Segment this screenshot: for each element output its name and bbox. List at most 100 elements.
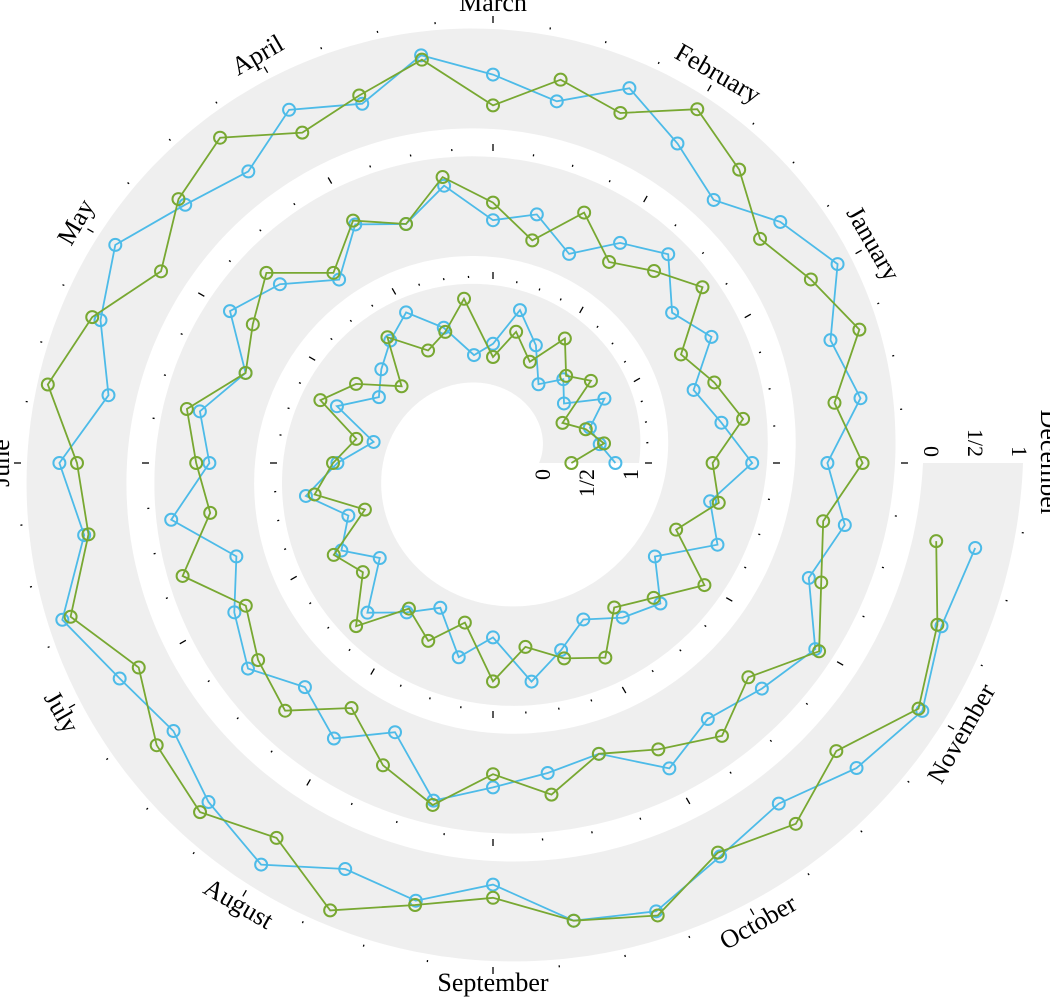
- month-tick: [639, 817, 642, 820]
- data-point: [326, 265, 341, 280]
- month-tick: [442, 278, 445, 281]
- month-tick: [409, 154, 412, 157]
- data-point: [705, 456, 720, 470]
- data-point: [154, 264, 169, 279]
- data-point: [608, 456, 623, 470]
- data-point: [566, 913, 581, 928]
- data-point: [112, 671, 127, 686]
- month-tick: [348, 648, 351, 652]
- month-tick: [596, 325, 599, 328]
- month-tick: [688, 935, 691, 939]
- data-point: [801, 570, 816, 585]
- data-point: [388, 725, 403, 740]
- data-point: [559, 368, 574, 383]
- month-tick: [980, 664, 983, 667]
- month-tick: [792, 161, 795, 164]
- data-point: [591, 746, 606, 761]
- month-label: September: [437, 968, 549, 997]
- data-point: [597, 391, 612, 406]
- data-point: [241, 164, 256, 179]
- radial-tick-label: 1/2: [574, 469, 599, 497]
- month-tick: [855, 249, 862, 255]
- data-point: [486, 67, 500, 82]
- data-point: [352, 88, 367, 103]
- data-point: [466, 348, 481, 363]
- data-point: [245, 317, 260, 332]
- month-tick: [47, 646, 50, 649]
- data-point: [349, 619, 364, 634]
- data-point: [929, 534, 944, 549]
- radial-tick-label: 0: [530, 469, 555, 480]
- data-point: [451, 650, 466, 665]
- data-point: [372, 551, 387, 566]
- data-point: [297, 680, 312, 695]
- data-point: [433, 600, 448, 615]
- month-tick: [320, 47, 323, 50]
- month-tick: [611, 342, 614, 345]
- data-point: [486, 890, 500, 905]
- month-tick: [623, 360, 627, 363]
- data-point: [827, 395, 842, 410]
- data-point: [486, 877, 500, 892]
- month-tick: [350, 802, 353, 806]
- month-tick: [163, 374, 167, 376]
- data-point: [329, 399, 344, 414]
- month-tick: [395, 820, 398, 824]
- data-point: [562, 246, 577, 261]
- data-point: [380, 330, 395, 345]
- data-point: [486, 630, 500, 645]
- data-point: [578, 422, 593, 437]
- month-tick: [40, 341, 43, 343]
- month-tick: [590, 699, 593, 702]
- data-point: [394, 379, 409, 394]
- data-point: [222, 304, 237, 319]
- data-point: [108, 237, 123, 252]
- data-point: [349, 376, 364, 391]
- month-tick: [287, 407, 290, 410]
- data-point: [355, 565, 370, 580]
- data-point: [326, 456, 340, 470]
- month-tick: [298, 382, 302, 385]
- data-point: [665, 305, 680, 320]
- data-point: [251, 653, 266, 668]
- month-tick: [571, 164, 574, 167]
- data-point: [544, 787, 559, 802]
- month-tick: [643, 195, 648, 203]
- data-point: [714, 728, 729, 743]
- data-point: [171, 192, 186, 207]
- data-point: [773, 214, 788, 229]
- month-tick: [768, 388, 771, 390]
- data-point: [607, 600, 622, 615]
- data-point: [647, 264, 662, 279]
- data-point: [229, 549, 244, 564]
- data-point: [486, 780, 500, 795]
- data-point: [529, 207, 544, 222]
- data-point: [313, 393, 328, 408]
- data-point: [486, 674, 500, 689]
- data-point: [341, 508, 356, 523]
- month-tick: [685, 797, 691, 805]
- data-point: [662, 761, 677, 776]
- data-point: [555, 415, 570, 430]
- month-tick: [752, 122, 755, 125]
- month-tick: [881, 566, 885, 569]
- month-tick: [197, 292, 205, 297]
- data-point: [598, 650, 613, 665]
- month-tick: [907, 780, 910, 783]
- month-tick: [146, 807, 149, 810]
- month-tick: [729, 771, 732, 774]
- data-point: [201, 795, 216, 810]
- month-tick: [1005, 599, 1008, 602]
- data-point: [697, 578, 712, 593]
- data-point: [437, 178, 452, 193]
- month-tick: [370, 668, 375, 675]
- data-point: [375, 758, 390, 773]
- month-tick: [301, 920, 304, 924]
- month-tick: [293, 202, 296, 206]
- data-point: [803, 272, 818, 287]
- data-point: [40, 377, 55, 392]
- month-tick: [608, 180, 611, 183]
- data-point: [63, 609, 78, 624]
- data-point: [344, 701, 359, 716]
